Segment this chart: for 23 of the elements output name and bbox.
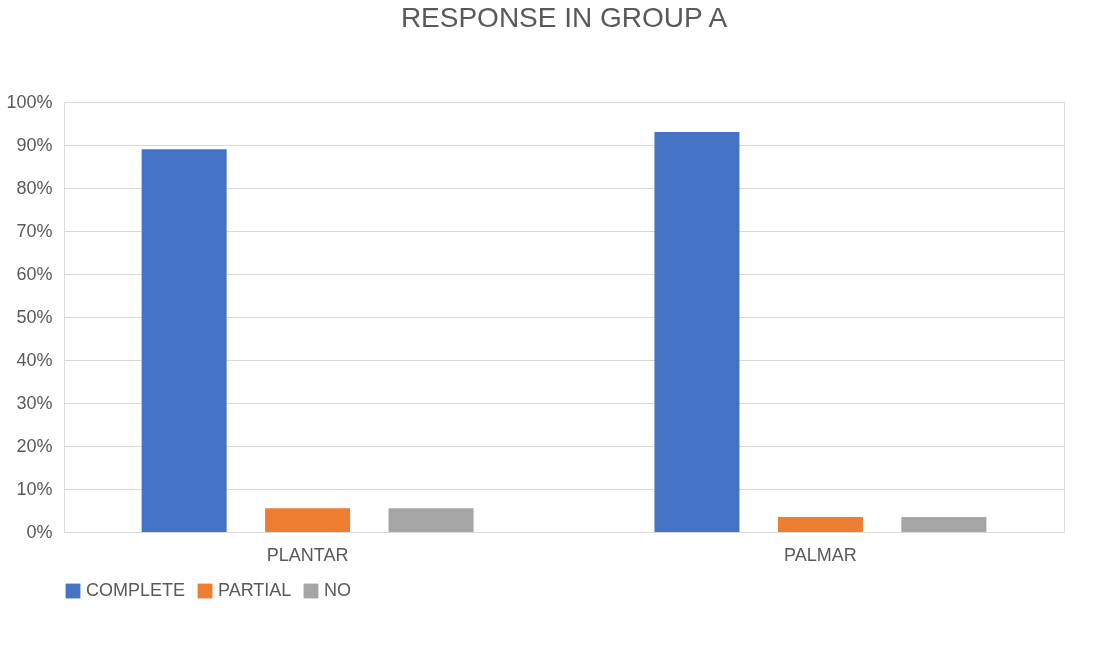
bar xyxy=(265,508,351,532)
bar xyxy=(141,149,227,532)
y-tick-label: 90% xyxy=(16,134,53,155)
bar xyxy=(777,516,863,532)
y-tick-label: 40% xyxy=(16,349,53,370)
y-tick-label: 30% xyxy=(16,392,53,413)
y-tick-label: 20% xyxy=(16,435,53,456)
x-tick-label: PLANTAR xyxy=(266,544,349,565)
y-tick-label: 0% xyxy=(26,521,53,542)
bar xyxy=(388,508,474,532)
y-tick-label: 50% xyxy=(16,306,53,327)
bar xyxy=(901,516,987,532)
legend-label: PARTIAL xyxy=(218,580,292,600)
legend-label: NO xyxy=(324,580,351,600)
y-tick-label: 80% xyxy=(16,177,53,198)
y-tick-label: 70% xyxy=(16,220,53,241)
x-tick-label: PALMAR xyxy=(784,544,857,565)
bar xyxy=(654,132,740,532)
legend-label: COMPLETE xyxy=(86,580,186,600)
chart-title: RESPONSE IN GROUP A xyxy=(400,2,728,33)
y-tick-label: 100% xyxy=(6,91,53,112)
y-tick-label: 60% xyxy=(16,263,53,284)
y-tick-label: 10% xyxy=(16,478,53,499)
